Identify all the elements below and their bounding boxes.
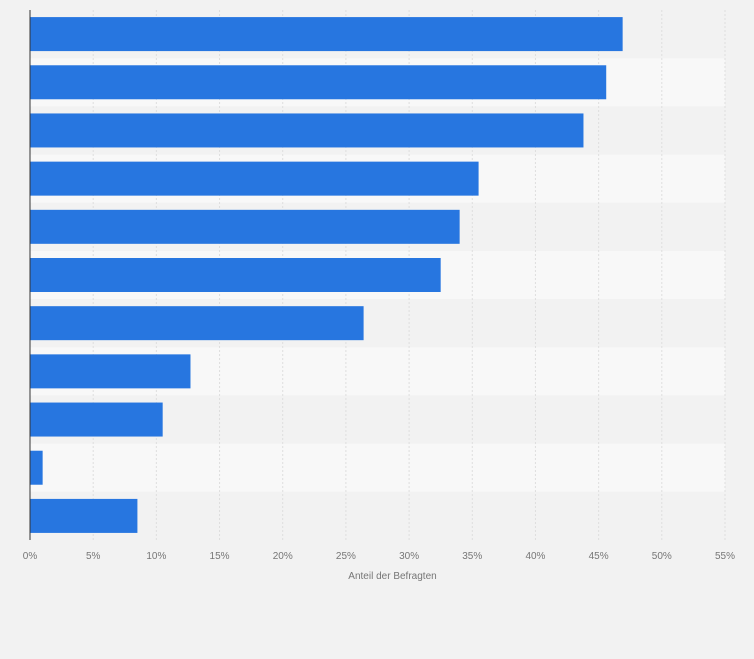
x-tick-label: 50% (652, 551, 672, 562)
row-band (30, 443, 725, 492)
bar[interactable] (30, 17, 623, 52)
x-tick-label: 15% (210, 551, 230, 562)
x-tick-label: 55% (715, 551, 735, 562)
x-tick-label: 5% (86, 551, 101, 562)
x-tick-label: 30% (399, 551, 419, 562)
x-tick-label: 40% (525, 551, 545, 562)
x-tick-label: 45% (589, 551, 609, 562)
x-axis-title: Anteil der Befragten (348, 571, 436, 582)
bar[interactable] (30, 209, 460, 244)
bar[interactable] (30, 113, 584, 148)
bars (30, 17, 623, 533)
bar[interactable] (30, 498, 138, 533)
bar[interactable] (30, 354, 191, 389)
bar[interactable] (30, 258, 441, 292)
bar[interactable] (30, 402, 163, 437)
x-tick-label: 10% (146, 551, 166, 562)
x-tick-label: 20% (273, 551, 293, 562)
bar[interactable] (30, 450, 43, 485)
x-tick-label: 0% (23, 551, 38, 562)
x-axis-ticks: 0% 5% 10% 15% 20% 25% 30% 35% 40% 45% 50% 55% (23, 551, 735, 562)
bar[interactable] (30, 161, 479, 196)
x-tick-label: 35% (462, 551, 482, 562)
bar[interactable] (30, 65, 607, 100)
x-tick-label: 25% (336, 551, 356, 562)
bar[interactable] (30, 306, 364, 341)
row-band (30, 491, 725, 540)
